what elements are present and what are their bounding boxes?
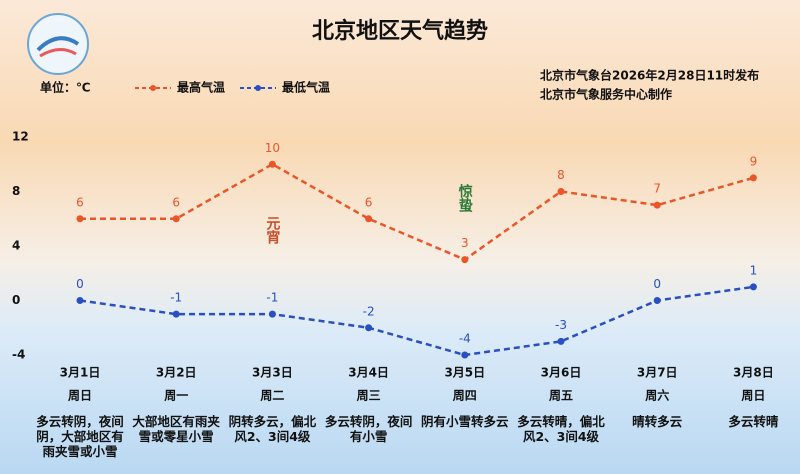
unit-label: 单位：℃ <box>40 80 91 95</box>
y-tick-label: 4 <box>12 239 20 253</box>
series-line <box>79 285 754 357</box>
data-label: -4 <box>459 332 471 346</box>
legend-label: 最低气温 <box>282 80 330 95</box>
weather-description: 多云转晴 <box>728 414 779 429</box>
logo-swoosh <box>39 48 77 58</box>
weekday-label: 周三 <box>357 389 381 403</box>
data-label: -3 <box>555 318 567 332</box>
weather-description: 阴有小雪转多云 <box>421 414 509 429</box>
data-label: -1 <box>170 291 182 305</box>
data-label: 9 <box>750 154 758 168</box>
weather-description: 大部地区有雨夹雪或零星小雪 <box>132 414 220 444</box>
data-label: 3 <box>461 236 469 250</box>
weather-description: 多云转晴，偏北风2、3间4级 <box>517 414 605 444</box>
weather-description: 多云转阴，夜间有小雪 <box>324 414 413 444</box>
data-point <box>557 188 565 195</box>
data-point <box>653 201 661 209</box>
logo-swoosh <box>36 36 80 52</box>
weekday-label: 周二 <box>260 389 284 403</box>
legend-dot <box>150 85 156 91</box>
data-point <box>76 215 84 223</box>
weekday-label: 周日 <box>741 389 765 403</box>
source-line: 北京市气象服务中心制作 <box>540 87 672 102</box>
legend-label: 最高气温 <box>177 80 225 95</box>
x-tick-label: 3月3日 <box>252 366 293 380</box>
data-label: -1 <box>266 291 278 305</box>
weather-description: 阴转多云，偏北风2、3间4级 <box>228 414 317 444</box>
y-tick-label: 8 <box>12 184 20 198</box>
x-tick-label: 3月4日 <box>348 366 389 380</box>
x-tick-label: 3月2日 <box>156 366 197 380</box>
weekday-label: 周一 <box>164 389 188 403</box>
data-point <box>365 324 373 332</box>
data-label: -2 <box>363 304 375 318</box>
data-label: 10 <box>265 141 280 155</box>
data-label: 8 <box>557 168 565 182</box>
data-point <box>172 215 180 223</box>
x-tick-label: 3月6日 <box>541 366 582 380</box>
weekday-label: 周四 <box>453 389 477 403</box>
y-tick-label: 0 <box>12 293 20 307</box>
weather-description: 多云转阴，夜间阴，大部地区有雨夹雪或小雪 <box>36 414 124 459</box>
data-label: 1 <box>750 263 758 277</box>
data-label: 0 <box>653 277 661 291</box>
data-point <box>557 337 565 345</box>
data-point <box>172 310 180 318</box>
data-point <box>461 351 469 359</box>
x-tick-label: 3月5日 <box>444 366 485 380</box>
data-label: 6 <box>172 195 180 209</box>
series-line <box>80 162 754 262</box>
data-label: 7 <box>653 182 661 196</box>
data-point <box>653 297 661 304</box>
legend-dot <box>255 85 261 91</box>
data-point <box>461 256 469 264</box>
data-point <box>268 160 276 168</box>
logo <box>27 13 89 75</box>
weekday-label: 周六 <box>645 388 669 403</box>
data-label: 0 <box>76 277 84 291</box>
data-label: 6 <box>76 195 84 209</box>
data-label: 6 <box>365 195 373 209</box>
weekday-label: 周日 <box>68 389 92 403</box>
source-line: 北京市气象台2026年2月28日11时发布 <box>540 68 759 83</box>
data-point <box>749 174 757 182</box>
weather-description: 晴转多云 <box>632 414 683 429</box>
y-tick-label: -4 <box>12 348 25 362</box>
x-tick-label: 3月8日 <box>733 366 774 380</box>
y-tick-label: 12 <box>12 130 29 144</box>
annotation: 元宵 <box>264 216 280 245</box>
annotation: 惊蛰 <box>457 183 474 213</box>
x-tick-label: 3月7日 <box>637 366 678 380</box>
data-point <box>268 310 276 318</box>
chart-title: 北京地区天气趋势 <box>312 18 488 44</box>
weekday-label: 周五 <box>549 389 573 403</box>
data-point <box>365 215 373 223</box>
data-point <box>76 297 84 304</box>
x-tick-label: 3月1日 <box>60 366 101 380</box>
data-point <box>749 283 757 291</box>
